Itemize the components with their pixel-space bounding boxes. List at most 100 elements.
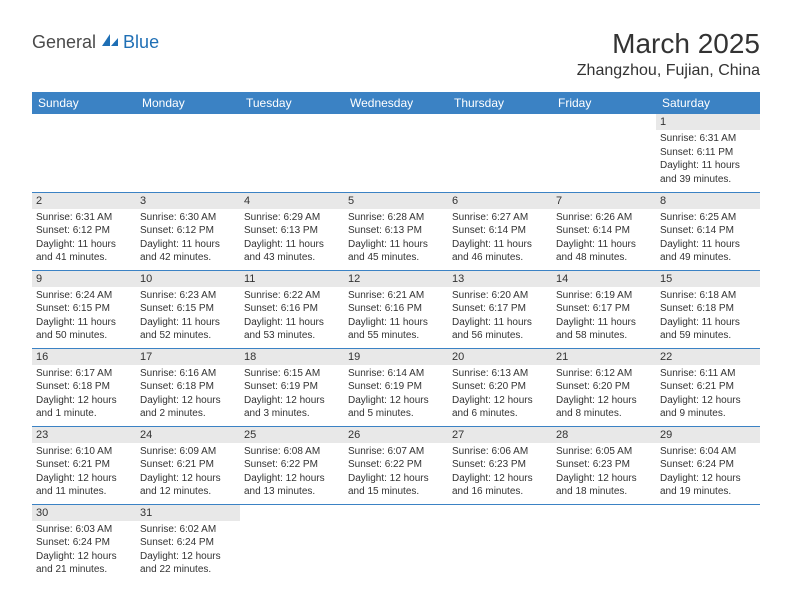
sunrise-text: Sunrise: 6:18 AM: [660, 289, 756, 303]
calendar-empty-cell: [344, 504, 448, 582]
sunrise-text: Sunrise: 6:05 AM: [556, 445, 652, 459]
weekday-header: Friday: [552, 92, 656, 114]
daylight-text: Daylight: 11 hours and 59 minutes.: [660, 316, 756, 343]
sunrise-text: Sunrise: 6:27 AM: [452, 211, 548, 225]
day-number: 30: [32, 505, 136, 521]
calendar-table: SundayMondayTuesdayWednesdayThursdayFrid…: [32, 92, 760, 582]
sunset-text: Sunset: 6:17 PM: [452, 302, 548, 316]
day-details: Sunrise: 6:12 AMSunset: 6:20 PMDaylight:…: [552, 365, 656, 423]
calendar-day-cell: 20Sunrise: 6:13 AMSunset: 6:20 PMDayligh…: [448, 348, 552, 426]
calendar-week-row: 30Sunrise: 6:03 AMSunset: 6:24 PMDayligh…: [32, 504, 760, 582]
calendar-page: General Blue March 2025 Zhangzhou, Fujia…: [0, 0, 792, 582]
day-details: Sunrise: 6:31 AMSunset: 6:11 PMDaylight:…: [656, 130, 760, 188]
day-number: 29: [656, 427, 760, 443]
day-details: Sunrise: 6:02 AMSunset: 6:24 PMDaylight:…: [136, 521, 240, 579]
sunset-text: Sunset: 6:20 PM: [556, 380, 652, 394]
calendar-day-cell: 10Sunrise: 6:23 AMSunset: 6:15 PMDayligh…: [136, 270, 240, 348]
sunrise-text: Sunrise: 6:31 AM: [660, 132, 756, 146]
day-number: 27: [448, 427, 552, 443]
day-number: 15: [656, 271, 760, 287]
sunrise-text: Sunrise: 6:24 AM: [36, 289, 132, 303]
day-number: 26: [344, 427, 448, 443]
day-details: Sunrise: 6:06 AMSunset: 6:23 PMDaylight:…: [448, 443, 552, 501]
day-number: 10: [136, 271, 240, 287]
sunset-text: Sunset: 6:19 PM: [348, 380, 444, 394]
sunset-text: Sunset: 6:18 PM: [660, 302, 756, 316]
calendar-empty-cell: [552, 114, 656, 192]
day-number: 4: [240, 193, 344, 209]
sunset-text: Sunset: 6:22 PM: [244, 458, 340, 472]
day-number: 2: [32, 193, 136, 209]
sunset-text: Sunset: 6:23 PM: [556, 458, 652, 472]
daylight-text: Daylight: 12 hours and 2 minutes.: [140, 394, 236, 421]
day-details: Sunrise: 6:09 AMSunset: 6:21 PMDaylight:…: [136, 443, 240, 501]
sunset-text: Sunset: 6:11 PM: [660, 146, 756, 160]
calendar-day-cell: 27Sunrise: 6:06 AMSunset: 6:23 PMDayligh…: [448, 426, 552, 504]
sunset-text: Sunset: 6:14 PM: [556, 224, 652, 238]
sunrise-text: Sunrise: 6:07 AM: [348, 445, 444, 459]
daylight-text: Daylight: 11 hours and 50 minutes.: [36, 316, 132, 343]
day-details: Sunrise: 6:20 AMSunset: 6:17 PMDaylight:…: [448, 287, 552, 345]
day-number: 28: [552, 427, 656, 443]
sunset-text: Sunset: 6:23 PM: [452, 458, 548, 472]
calendar-day-cell: 6Sunrise: 6:27 AMSunset: 6:14 PMDaylight…: [448, 192, 552, 270]
daylight-text: Daylight: 11 hours and 45 minutes.: [348, 238, 444, 265]
daylight-text: Daylight: 11 hours and 42 minutes.: [140, 238, 236, 265]
day-details: Sunrise: 6:04 AMSunset: 6:24 PMDaylight:…: [656, 443, 760, 501]
weekday-header: Thursday: [448, 92, 552, 114]
day-details: Sunrise: 6:24 AMSunset: 6:15 PMDaylight:…: [32, 287, 136, 345]
calendar-day-cell: 19Sunrise: 6:14 AMSunset: 6:19 PMDayligh…: [344, 348, 448, 426]
daylight-text: Daylight: 12 hours and 5 minutes.: [348, 394, 444, 421]
day-number: 11: [240, 271, 344, 287]
daylight-text: Daylight: 11 hours and 46 minutes.: [452, 238, 548, 265]
sunset-text: Sunset: 6:15 PM: [140, 302, 236, 316]
calendar-day-cell: 2Sunrise: 6:31 AMSunset: 6:12 PMDaylight…: [32, 192, 136, 270]
daylight-text: Daylight: 12 hours and 8 minutes.: [556, 394, 652, 421]
day-details: Sunrise: 6:28 AMSunset: 6:13 PMDaylight:…: [344, 209, 448, 267]
calendar-day-cell: 15 Sunrise: 6:18 AMSunset: 6:18 PMDayligh…: [656, 270, 760, 348]
day-details: Sunrise: 6:13 AMSunset: 6:20 PMDaylight:…: [448, 365, 552, 423]
daylight-text: Daylight: 12 hours and 9 minutes.: [660, 394, 756, 421]
day-number: 13: [448, 271, 552, 287]
sunset-text: Sunset: 6:12 PM: [140, 224, 236, 238]
day-number: 24: [136, 427, 240, 443]
weekday-header: Sunday: [32, 92, 136, 114]
sunrise-text: Sunrise: 6:26 AM: [556, 211, 652, 225]
daylight-text: Daylight: 11 hours and 52 minutes.: [140, 316, 236, 343]
day-details: Sunrise: 6:23 AMSunset: 6:15 PMDaylight:…: [136, 287, 240, 345]
sunrise-text: Sunrise: 6:04 AM: [660, 445, 756, 459]
logo-sail-icon: [100, 32, 120, 53]
sunrise-text: Sunrise: 6:22 AM: [244, 289, 340, 303]
calendar-day-cell: 28 Sunrise: 6:05 AMSunset: 6:23 PMDayligh…: [552, 426, 656, 504]
page-header: General Blue March 2025 Zhangzhou, Fujia…: [32, 28, 760, 80]
sunrise-text: Sunrise: 6:16 AM: [140, 367, 236, 381]
day-details: Sunrise: 6:29 AMSunset: 6:13 PMDaylight:…: [240, 209, 344, 267]
calendar-day-cell: 3Sunrise: 6:30 AMSunset: 6:12 PMDaylight…: [136, 192, 240, 270]
calendar-day-cell: 4Sunrise: 6:29 AMSunset: 6:13 PMDaylight…: [240, 192, 344, 270]
sunset-text: Sunset: 6:12 PM: [36, 224, 132, 238]
sunrise-text: Sunrise: 6:28 AM: [348, 211, 444, 225]
calendar-day-cell: 31Sunrise: 6:02 AMSunset: 6:24 PMDayligh…: [136, 504, 240, 582]
day-number: 12: [344, 271, 448, 287]
day-number: 18: [240, 349, 344, 365]
sunset-text: Sunset: 6:24 PM: [660, 458, 756, 472]
sunset-text: Sunset: 6:20 PM: [452, 380, 548, 394]
daylight-text: Daylight: 12 hours and 18 minutes.: [556, 472, 652, 499]
daylight-text: Daylight: 12 hours and 16 minutes.: [452, 472, 548, 499]
sunset-text: Sunset: 6:18 PM: [36, 380, 132, 394]
sunset-text: Sunset: 6:22 PM: [348, 458, 444, 472]
calendar-day-cell: 25Sunrise: 6:08 AMSunset: 6:22 PMDayligh…: [240, 426, 344, 504]
calendar-day-cell: 8Sunrise: 6:25 AMSunset: 6:14 PMDaylight…: [656, 192, 760, 270]
calendar-empty-cell: [448, 504, 552, 582]
calendar-day-cell: 9Sunrise: 6:24 AMSunset: 6:15 PMDaylight…: [32, 270, 136, 348]
day-number: 25: [240, 427, 344, 443]
calendar-empty-cell: [136, 114, 240, 192]
sunrise-text: Sunrise: 6:23 AM: [140, 289, 236, 303]
calendar-week-row: 2Sunrise: 6:31 AMSunset: 6:12 PMDaylight…: [32, 192, 760, 270]
daylight-text: Daylight: 11 hours and 55 minutes.: [348, 316, 444, 343]
sunrise-text: Sunrise: 6:06 AM: [452, 445, 548, 459]
logo-text-blue: Blue: [123, 32, 159, 53]
day-number: 31: [136, 505, 240, 521]
sunrise-text: Sunrise: 6:10 AM: [36, 445, 132, 459]
day-details: Sunrise: 6:22 AMSunset: 6:16 PMDaylight:…: [240, 287, 344, 345]
